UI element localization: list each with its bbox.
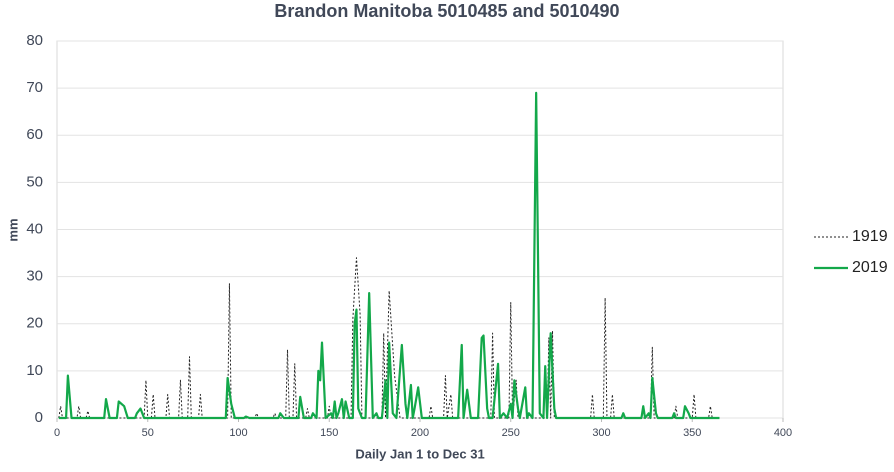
y-tick-label: 20 — [26, 315, 43, 332]
x-tick-label: 200 — [411, 427, 429, 439]
series-line — [58, 91, 720, 420]
y-tick-label: 50 — [26, 173, 43, 190]
y-tick-label: 60 — [26, 126, 43, 143]
x-tick-label: 50 — [142, 427, 154, 439]
y-tick-label: 40 — [26, 220, 43, 237]
x-tick-label: 300 — [592, 427, 610, 439]
y-axis-label: mm — [5, 218, 20, 241]
x-tick-label: 100 — [229, 427, 247, 439]
x-tick-label: 350 — [683, 427, 701, 439]
y-tick-label: 70 — [26, 79, 43, 96]
legend-label: 2019 — [852, 259, 888, 276]
chart-title: Brandon Manitoba 5010485 and 5010490 — [274, 1, 619, 21]
x-axis-label: Daily Jan 1 to Dec 31 — [355, 446, 484, 461]
x-tick-label: 0 — [54, 427, 60, 439]
series-line — [58, 257, 720, 419]
x-tick-label: 400 — [774, 427, 792, 439]
y-tick-label: 30 — [26, 268, 43, 285]
x-tick-label: 250 — [502, 427, 520, 439]
y-tick-label: 0 — [35, 409, 43, 426]
y-tick-label: 80 — [26, 32, 43, 49]
x-tick-label: 150 — [320, 427, 338, 439]
y-tick-label: 10 — [26, 362, 43, 379]
legend-label: 1919 — [852, 228, 888, 245]
